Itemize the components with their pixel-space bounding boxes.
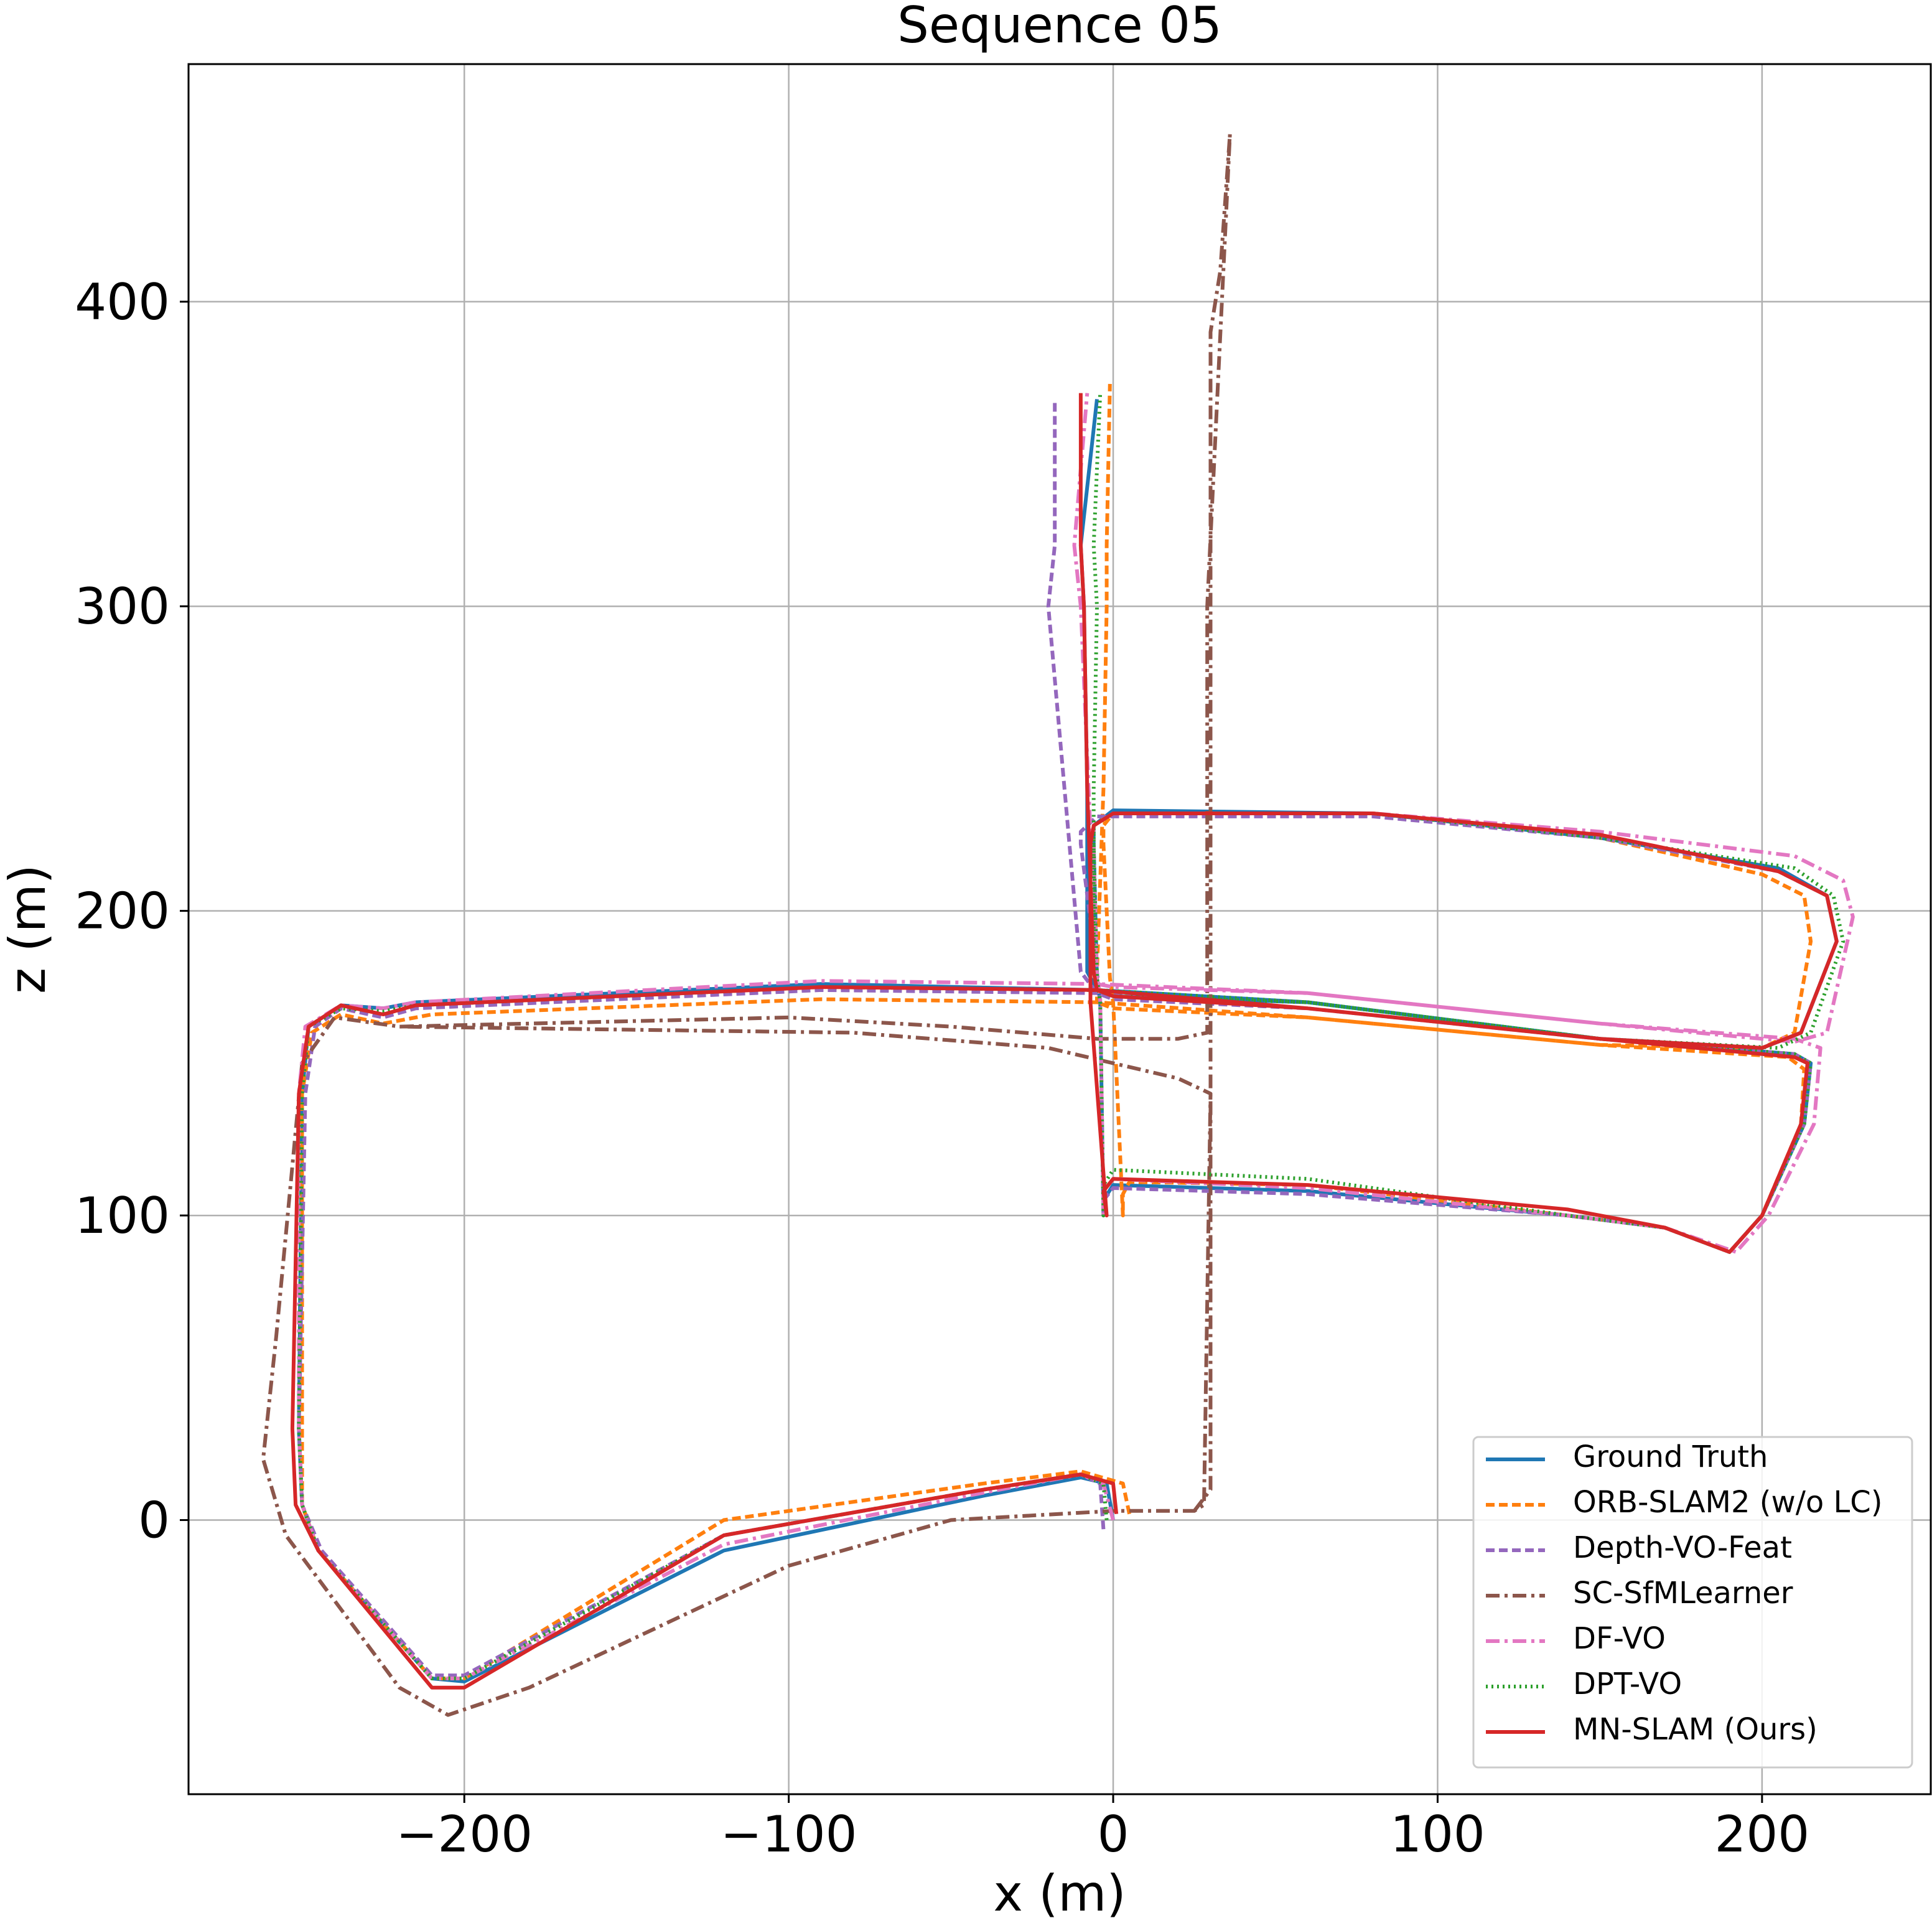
series-line-sc-sfmlearner — [261, 132, 1232, 1717]
legend-label: DPT-VO — [1573, 1667, 1682, 1701]
legend-box — [1472, 1436, 1913, 1769]
x-tick-label: −100 — [721, 1805, 857, 1863]
series-line-mn-slam-ours — [290, 393, 1839, 1690]
axes-frame — [187, 63, 1932, 1795]
y-tick-label: 0 — [138, 1492, 170, 1550]
legend-label: ORB-SLAM2 (w/o LC) — [1573, 1485, 1883, 1520]
y-tick-label: 200 — [75, 882, 170, 940]
series-line-dpt-vo — [297, 393, 1846, 1680]
y-tick-label: 300 — [75, 578, 170, 635]
x-tick-label: 200 — [1715, 1805, 1810, 1863]
y-tick-label: 400 — [75, 273, 170, 331]
legend: Ground Truth ORB-SLAM2 (w/o LC) Depth-VO-F… — [1472, 1436, 1913, 1769]
legend-label: SC-SfMLearner — [1573, 1576, 1793, 1611]
legend-label: DF-VO — [1573, 1621, 1666, 1656]
legend-label: Depth-VO-Feat — [1573, 1530, 1792, 1565]
plot-area — [261, 132, 1855, 1717]
y-axis-label: z (m) — [0, 864, 57, 994]
grid-lines — [189, 64, 1931, 1794]
x-tick-label: −200 — [396, 1805, 533, 1863]
x-axis-label: x (m) — [993, 1865, 1126, 1922]
x-axis-ticks: −200 −100 0 100 200 — [396, 1794, 1809, 1863]
legend-label: Ground Truth — [1573, 1439, 1768, 1474]
y-tick-label: 100 — [75, 1187, 170, 1245]
series-line-df-vo — [297, 393, 1855, 1680]
legend-label: MN-SLAM (Ours) — [1573, 1712, 1818, 1747]
chart-title: Sequence 05 — [897, 0, 1222, 54]
y-axis-ticks: 0 100 200 300 400 — [75, 273, 189, 1550]
x-tick-label: 100 — [1390, 1805, 1485, 1863]
x-tick-label: 0 — [1098, 1805, 1129, 1863]
